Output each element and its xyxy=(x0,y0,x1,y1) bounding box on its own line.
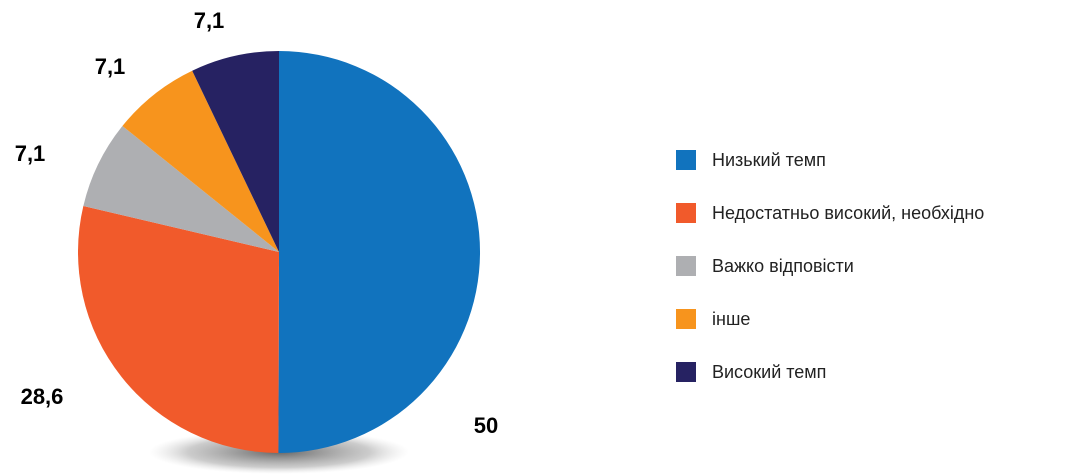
value-label: 7,1 xyxy=(15,141,46,166)
legend-label: Важко відповісти xyxy=(712,256,854,276)
legend-swatch xyxy=(676,309,696,329)
value-label: 7,1 xyxy=(194,8,225,33)
legend-swatch xyxy=(676,150,696,170)
legend-swatch xyxy=(676,362,696,382)
legend-swatch xyxy=(676,256,696,276)
pie xyxy=(78,50,481,454)
pie-slice xyxy=(78,205,279,453)
pie-slice xyxy=(122,70,279,253)
value-label: 7,1 xyxy=(95,54,126,79)
legend-label: Високий темп xyxy=(712,362,826,382)
legend-swatch xyxy=(676,203,696,223)
value-label: 28,6 xyxy=(21,384,64,409)
legend-label: Низький темп xyxy=(712,150,826,170)
pie-slice xyxy=(278,50,481,454)
legend-label: Недостатньо високий, необхідно xyxy=(712,203,984,223)
value-label: 50 xyxy=(474,413,498,438)
pie-slice xyxy=(83,125,279,252)
pie-slice xyxy=(192,51,279,252)
legend-label: інше xyxy=(712,309,750,329)
